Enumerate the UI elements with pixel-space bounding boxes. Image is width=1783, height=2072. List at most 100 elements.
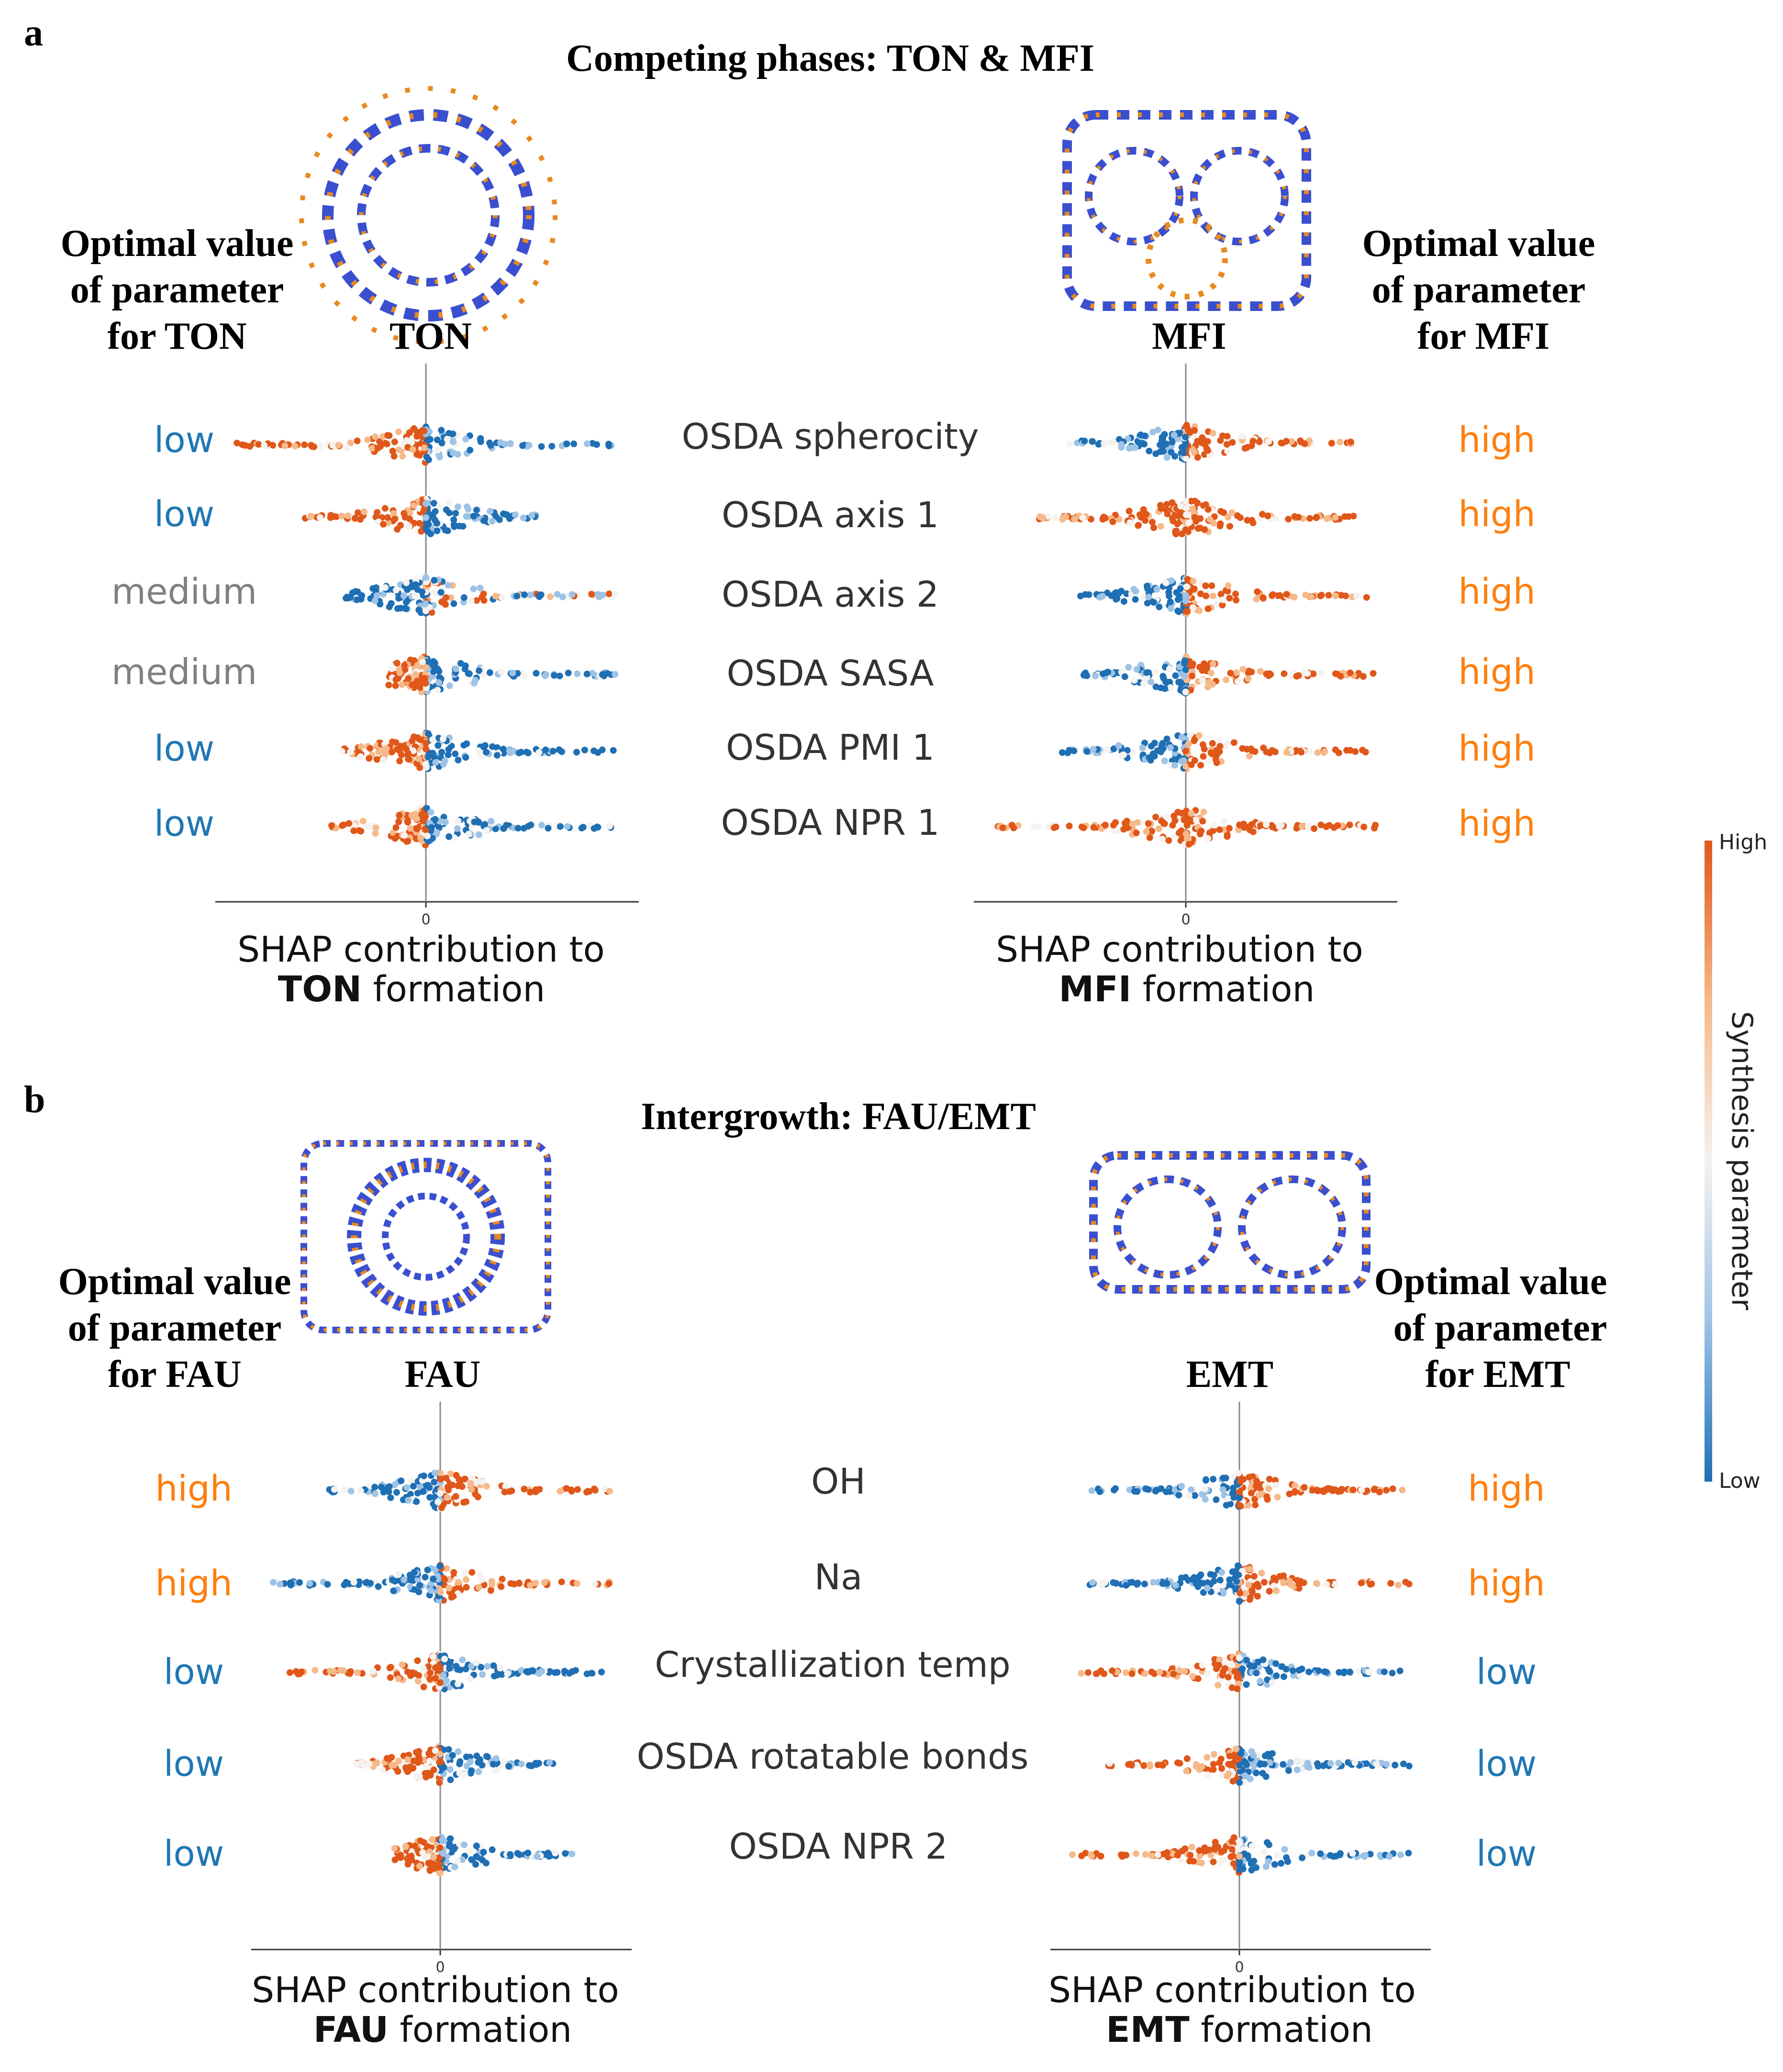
beeswarm-point [1242, 1773, 1249, 1780]
beeswarm-point [1362, 749, 1369, 756]
beeswarm-point [413, 677, 421, 685]
beeswarm-point [579, 824, 587, 831]
beeswarm-point [1259, 510, 1266, 518]
beeswarm-point [1266, 1475, 1273, 1483]
beeswarm-point [393, 746, 401, 753]
emt-zero-tick-label: 0 [1235, 1959, 1244, 1976]
beeswarm-point [1396, 1667, 1404, 1674]
colorbar-low-label: Low [1719, 1469, 1761, 1493]
beeswarm-point [496, 516, 503, 523]
beeswarm-point [520, 514, 527, 521]
beeswarm-point [484, 1753, 491, 1761]
beeswarm-point [1399, 1486, 1406, 1494]
beeswarm-point [524, 823, 532, 830]
beeswarm-point [1142, 517, 1149, 524]
beeswarm-point [413, 825, 421, 832]
beeswarm-point [1299, 1854, 1306, 1861]
beeswarm-point [456, 1770, 463, 1777]
beeswarm-point [545, 825, 552, 832]
beeswarm-point [405, 756, 412, 763]
beeswarm-point [459, 1656, 466, 1663]
beeswarm-point [430, 1575, 437, 1583]
beeswarm-point [1113, 596, 1120, 603]
beeswarm-point [467, 1480, 474, 1487]
mfi-xlabel-bold: MFI [1059, 969, 1132, 1010]
beeswarm-point [527, 1489, 534, 1496]
beeswarm-point [1166, 592, 1172, 599]
beeswarm-point [534, 1853, 541, 1860]
beeswarm-point [403, 1766, 410, 1773]
beeswarm-point [519, 442, 526, 449]
beeswarm-point [1337, 439, 1343, 445]
beeswarm-point [511, 1581, 518, 1588]
beeswarm-point [413, 1773, 420, 1780]
beeswarm-point [1170, 432, 1178, 439]
emt-beeswarm [1069, 1470, 1413, 1876]
beeswarm-point [404, 1756, 411, 1763]
beeswarm-point [438, 1504, 445, 1511]
beeswarm-point [1264, 1681, 1271, 1688]
beeswarm-point [1283, 749, 1290, 756]
beeswarm-point [1367, 1581, 1374, 1588]
beeswarm-point [1397, 1851, 1404, 1859]
beeswarm-point [373, 1760, 380, 1767]
beeswarm-point [449, 449, 457, 456]
beeswarm-point [1287, 1759, 1294, 1766]
beeswarm-point [1172, 531, 1180, 537]
beeswarm-point [423, 454, 430, 461]
beeswarm-point [415, 607, 423, 613]
beeswarm-point [1228, 1846, 1236, 1853]
beeswarm-point [1185, 841, 1192, 848]
beeswarm-point [1261, 1849, 1268, 1856]
beeswarm-point [480, 743, 487, 751]
beeswarm-point [1079, 514, 1086, 521]
beeswarm-point [327, 511, 334, 519]
beeswarm-point [357, 743, 365, 750]
beeswarm-point [312, 1667, 319, 1674]
beeswarm-point [452, 750, 459, 757]
beeswarm-point [518, 1667, 525, 1674]
beeswarm-point [1066, 822, 1073, 830]
mfi-xlabel-line1: SHAP contribution to [996, 929, 1363, 970]
beeswarm-point [1337, 1487, 1345, 1495]
beeswarm-point [445, 1746, 452, 1753]
beeswarm-point [588, 591, 595, 598]
beeswarm-point [427, 530, 434, 537]
beeswarm-point [1097, 1852, 1104, 1860]
beeswarm-point [1272, 1660, 1280, 1667]
ton-xlabel-line1: SHAP contribution to [237, 929, 605, 970]
beeswarm-point [395, 595, 402, 602]
beeswarm-point [1255, 1663, 1262, 1671]
ton-xlabel-line2: TON formation [278, 969, 546, 1010]
beeswarm-point [1293, 747, 1300, 754]
beeswarm-point [454, 825, 461, 832]
beeswarm-point [406, 523, 413, 530]
beeswarm-point [389, 738, 396, 745]
beeswarm-point [1140, 595, 1147, 602]
beeswarm-point [606, 1487, 613, 1495]
fau-optimal-value: high [155, 1468, 232, 1509]
beeswarm-point [1315, 1667, 1322, 1674]
beeswarm-point [1157, 523, 1164, 530]
beeswarm-point [436, 1870, 444, 1877]
beeswarm-point [1129, 820, 1136, 828]
beeswarm-point [1363, 1760, 1370, 1767]
beeswarm-point [1248, 1860, 1255, 1867]
beeswarm-point [1245, 823, 1252, 831]
beeswarm-point [1332, 592, 1339, 599]
beeswarm-point [379, 1766, 386, 1773]
beeswarm-point [277, 1581, 284, 1588]
beeswarm-point [1376, 1488, 1383, 1496]
beeswarm-point [1383, 1761, 1390, 1768]
beeswarm-point [1229, 1568, 1236, 1575]
panel-a: a Competing phases: TON & MFI Optimal va… [24, 12, 1595, 1010]
beeswarm-point [427, 1587, 435, 1594]
beeswarm-point [1175, 608, 1182, 615]
beeswarm-point [403, 1484, 411, 1491]
beeswarm-point [1355, 1668, 1362, 1675]
beeswarm-point [478, 1663, 484, 1671]
beeswarm-point [1205, 678, 1212, 686]
beeswarm-point [1210, 821, 1217, 829]
beeswarm-point [1286, 1490, 1293, 1497]
beeswarm-point [413, 815, 420, 822]
